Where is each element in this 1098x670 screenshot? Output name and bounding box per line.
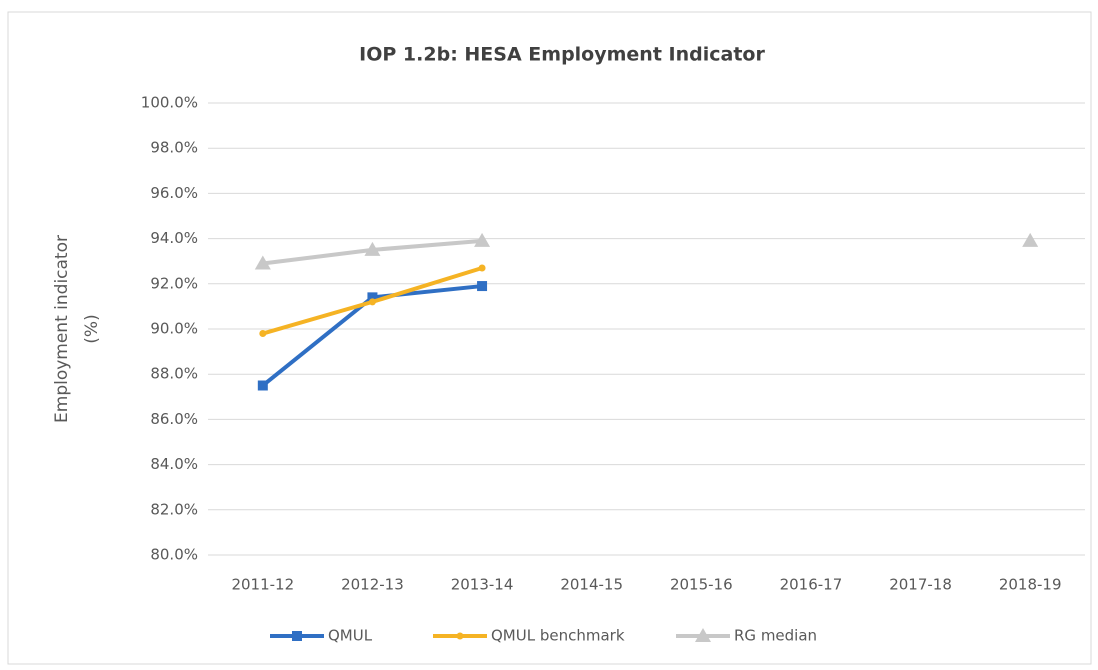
data-point xyxy=(1022,232,1039,247)
y-tick-label: 94.0% xyxy=(150,229,198,247)
y-tick-label: 98.0% xyxy=(150,139,198,157)
legend-label: QMUL xyxy=(328,627,373,645)
data-point xyxy=(254,255,271,270)
data-point xyxy=(474,232,491,247)
x-tick-label: 2012-13 xyxy=(341,576,404,594)
data-point xyxy=(368,298,376,306)
y-tick-label: 88.0% xyxy=(150,365,198,383)
y-tick-label: 96.0% xyxy=(150,184,198,202)
data-point xyxy=(477,281,488,292)
y-tick-label: 92.0% xyxy=(150,274,198,292)
x-tick-label: 2015-16 xyxy=(670,576,733,594)
legend-marker xyxy=(695,628,711,642)
x-tick-label: 2013-14 xyxy=(451,576,514,594)
legend-label: RG median xyxy=(734,627,817,645)
y-tick-label: 84.0% xyxy=(150,455,198,473)
chart-title: IOP 1.2b: HESA Employment Indicator xyxy=(359,44,765,66)
x-tick-label: 2017-18 xyxy=(889,576,952,594)
y-tick-label: 82.0% xyxy=(150,500,198,518)
data-point xyxy=(478,264,486,272)
x-tick-label: 2016-17 xyxy=(780,576,843,594)
data-point xyxy=(257,380,268,391)
legend-label: QMUL benchmark xyxy=(491,627,625,645)
y-tick-label: 80.0% xyxy=(150,546,198,564)
y-tick-label: 86.0% xyxy=(150,410,198,428)
x-tick-label: 2011-12 xyxy=(231,576,294,594)
x-tick-label: 2014-15 xyxy=(560,576,623,594)
x-tick-label: 2018-19 xyxy=(999,576,1062,594)
data-point xyxy=(364,241,381,256)
y-tick-label: 90.0% xyxy=(150,320,198,338)
y-axis-label: (%) xyxy=(82,314,102,343)
y-tick-label: 100.0% xyxy=(141,94,198,112)
legend-marker xyxy=(456,632,464,640)
data-point xyxy=(367,292,378,303)
y-axis-label: Employment indicator xyxy=(52,235,72,423)
data-point xyxy=(259,330,267,338)
legend-marker xyxy=(292,631,302,641)
